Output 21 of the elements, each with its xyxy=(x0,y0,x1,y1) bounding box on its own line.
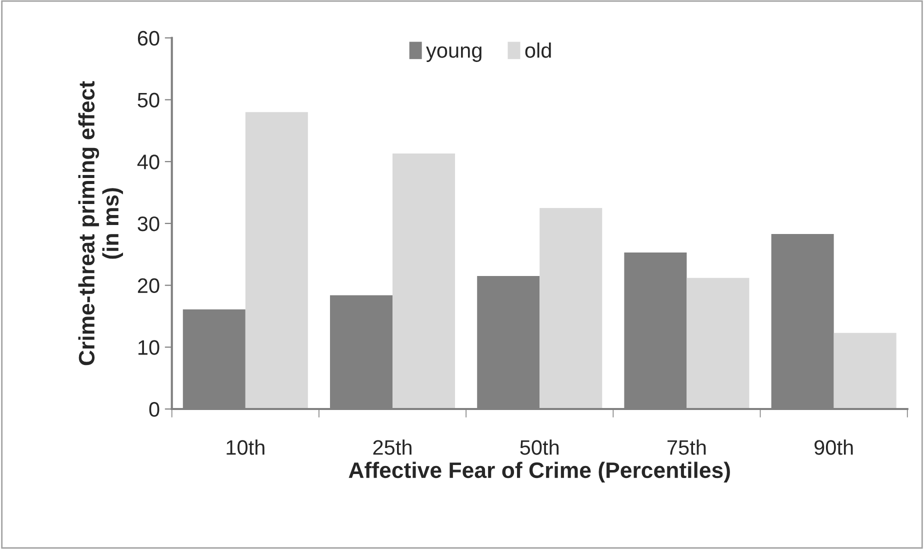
x-tick-label: 75th xyxy=(668,440,706,455)
y-tick-label: 30 xyxy=(138,216,160,232)
y-tick-label: 20 xyxy=(138,278,160,294)
x-tick-label: 10th xyxy=(226,440,264,455)
y-tick-label: 0 xyxy=(149,402,160,417)
y-tick-label: 10 xyxy=(138,340,160,355)
legend-label: old xyxy=(525,42,551,58)
legend-label: young xyxy=(426,46,482,62)
bar xyxy=(392,154,456,410)
bar xyxy=(540,208,602,410)
bar xyxy=(686,278,750,410)
y-tick-label: 60 xyxy=(138,30,160,46)
y-tick-label: 50 xyxy=(138,92,160,108)
x-tick-label: 90th xyxy=(814,440,853,455)
bar xyxy=(245,112,308,410)
y-tick-label: 40 xyxy=(137,154,160,170)
y-axis-title: Crime-threat priming effect (in ms) xyxy=(78,81,123,366)
bar xyxy=(834,332,896,410)
x-axis-title: Affective Fear of Crime (Percentiles) xyxy=(348,462,730,482)
x-tick-label: 50th xyxy=(520,440,559,455)
x-tick-label: 25th xyxy=(373,440,412,455)
